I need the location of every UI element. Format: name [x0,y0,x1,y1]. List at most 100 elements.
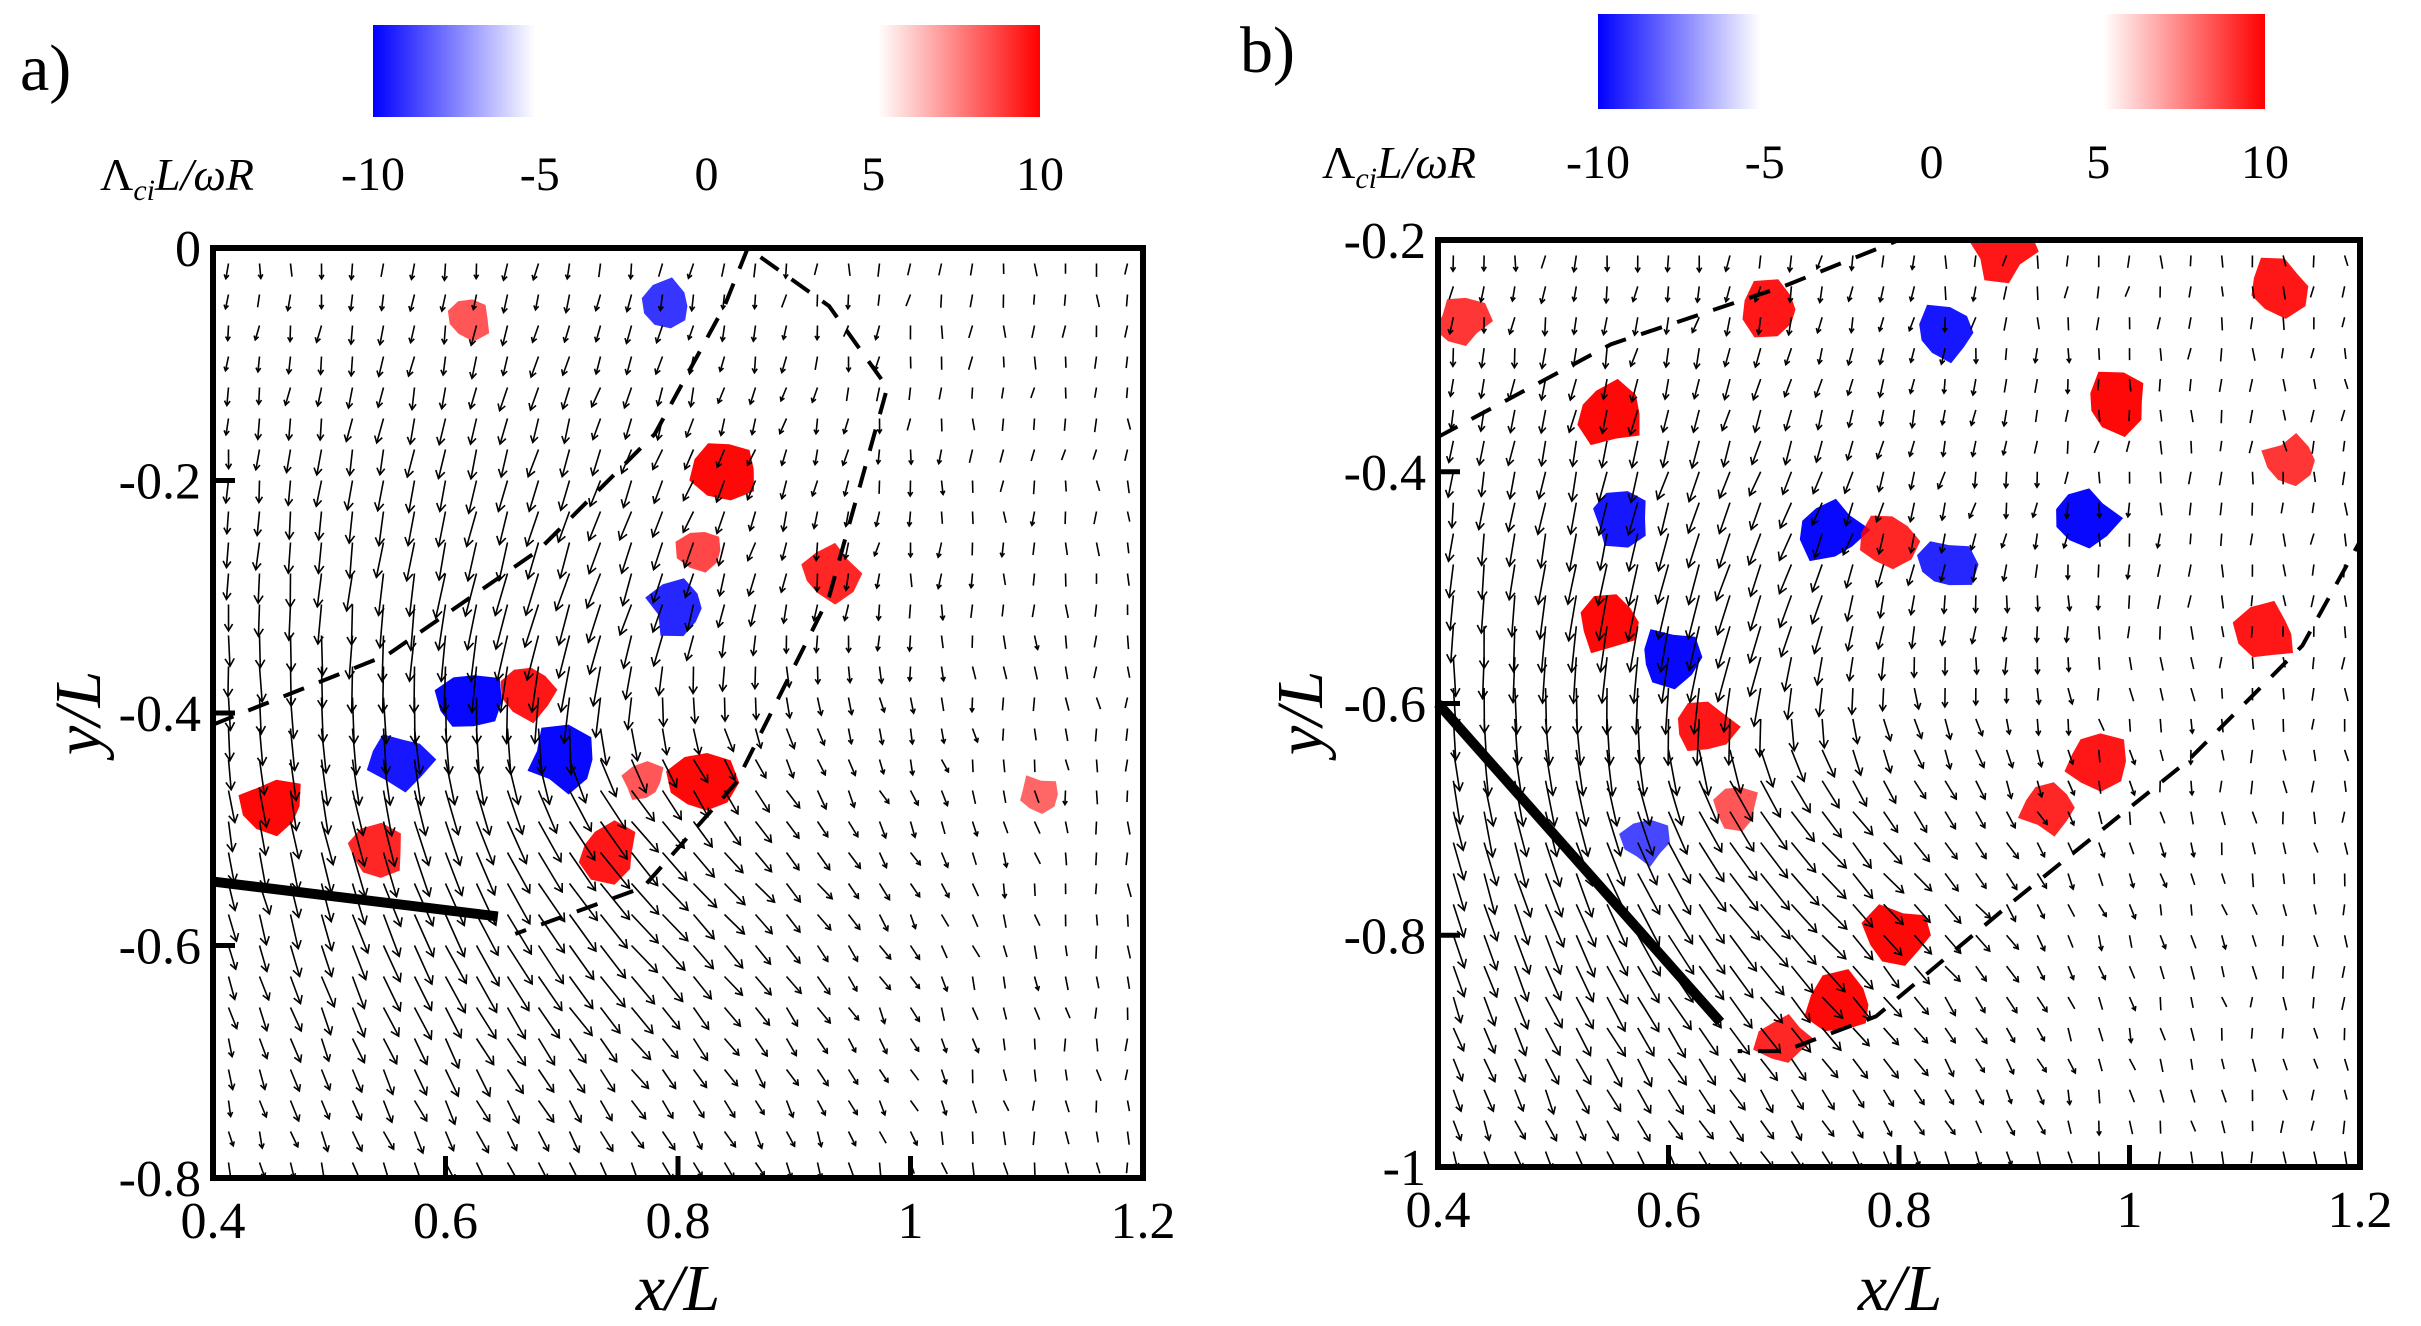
velocity-vector [1483,1027,1497,1055]
velocity-vector [2005,1120,2016,1137]
velocity-vector [1124,1038,1129,1052]
velocity-vector [537,976,563,1012]
velocity-vector [444,790,462,837]
velocity-vector [2218,471,2223,486]
velocity-vector [2279,1120,2284,1134]
velocity-vector [2340,656,2346,670]
velocity-vector [320,1038,332,1063]
velocity-vector [2097,1151,2101,1166]
velocity-vector [617,604,633,637]
velocity-vector [970,604,974,618]
velocity-vector [599,914,629,950]
velocity-vector [878,1038,888,1055]
velocity-vector [2343,1089,2348,1100]
velocity-vector [1000,387,1005,399]
velocity-vector [586,511,602,542]
velocity-vector [1033,666,1039,680]
velocity-vector [1480,255,1487,273]
swirl-patch-positive [447,299,490,342]
velocity-vector [599,1100,613,1122]
velocity-vector [2036,749,2044,769]
velocity-vector [968,449,974,463]
velocity-vector [506,1038,527,1067]
velocity-vector [560,356,571,377]
velocity-vector [2033,626,2040,644]
velocity-vector [1685,626,1701,672]
velocity-vector [878,697,887,714]
velocity-vector [524,511,540,548]
velocity-vector [940,1131,944,1146]
velocity-vector [496,666,509,714]
velocity-vector [1729,811,1755,853]
velocity-vector [940,1162,948,1175]
velocity-vector [692,976,713,1001]
velocity-vector [1882,718,1893,743]
velocity-vector [409,263,416,281]
velocity-vector [258,821,270,857]
velocity-vector [2032,348,2039,364]
velocity-vector [1694,286,1701,304]
velocity-vector [2218,656,2223,669]
velocity-vector [1514,934,1532,976]
velocity-vector [2159,718,2163,733]
x-tick-label: 1 [898,1193,924,1250]
velocity-vector [1663,317,1670,336]
velocity-vector [1908,286,1916,303]
velocity-vector [1877,286,1885,304]
velocity-vector [1777,564,1793,595]
velocity-vector [1913,749,1925,770]
velocity-vector [1001,604,1005,617]
velocity-vector [2034,378,2039,393]
velocity-vector [377,325,385,347]
velocity-vector [971,945,981,958]
velocity-vector [2251,873,2255,888]
velocity-vector [1662,718,1674,767]
velocity-vector [2159,1089,2165,1103]
velocity-vector [413,852,433,898]
velocity-vector [1913,872,1933,892]
velocity-vector [2159,502,2163,516]
velocity-vector [440,356,448,377]
velocity-vector [533,294,540,312]
velocity-vector [971,976,976,991]
velocity-vector [878,975,892,991]
velocity-vector [1002,790,1007,804]
velocity-vector [444,1038,461,1070]
velocity-vector [1637,1027,1655,1058]
velocity-vector [1596,533,1608,572]
velocity-vector [1606,749,1617,798]
plot-area-a: 0.4 0.6 0.8 1 1.2 0-0.2-0.4-0.6-0.8 [119,221,1176,1250]
velocity-vector [289,790,301,832]
velocity-vector [2219,780,2223,793]
velocity-vector [1599,409,1608,435]
velocity-vector [2036,1089,2045,1106]
velocity-vector [588,480,602,508]
velocity-vector [2093,440,2100,454]
velocity-vector [878,1131,887,1144]
velocity-vector [2218,378,2223,392]
velocity-vector [1476,533,1488,567]
velocity-vector [1029,511,1036,527]
colorbar-tick-label: 5 [2086,136,2110,189]
velocity-vector [317,635,328,678]
velocity-vector [537,852,563,894]
velocity-vector [1505,440,1516,467]
velocity-vector [2159,873,2168,889]
velocity-vector [627,263,634,281]
velocity-vector [2190,873,2196,886]
velocity-vector [1033,945,1038,960]
velocity-vector [1975,1089,1985,1106]
velocity-vector [1544,904,1566,949]
velocity-vector [1788,718,1799,753]
velocity-vector [1844,626,1854,653]
velocity-vector [692,1100,705,1119]
velocity-vector [1544,749,1557,797]
velocity-vector [373,480,385,513]
velocity-vector [1064,1007,1071,1019]
velocity-vector [1845,657,1855,683]
velocity-vector [816,913,832,931]
velocity-vector [906,418,912,431]
velocity-vector [1538,409,1547,435]
velocity-vector [630,728,642,763]
velocity-vector [463,604,478,652]
